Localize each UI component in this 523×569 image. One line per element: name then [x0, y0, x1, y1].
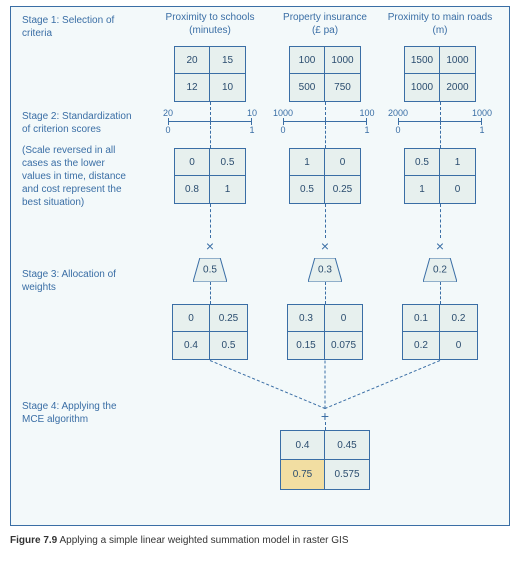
- cell: 0: [325, 305, 362, 332]
- stage1-grid-c2: 1001000500750: [289, 46, 361, 102]
- cell: 0.15: [288, 332, 325, 359]
- cell: 100: [290, 47, 325, 74]
- cell: 0.4: [281, 431, 325, 460]
- cell: 0.4: [173, 332, 210, 359]
- connector: [440, 282, 441, 304]
- connector: [210, 126, 211, 148]
- connector: [210, 204, 211, 238]
- stage2-grid-c2: 100.50.25: [289, 148, 361, 204]
- stage2-note: (Scale reversed in all cases as the lowe…: [22, 144, 132, 209]
- cell: 1500: [405, 47, 440, 74]
- column-header-c2: Property insurance(£ pa): [265, 12, 385, 37]
- figure-caption: Figure 7.9 Applying a simple linear weig…: [10, 535, 510, 546]
- cell: 10: [210, 74, 245, 101]
- cell: 0.45: [325, 431, 369, 460]
- cell: 0.075: [325, 332, 362, 359]
- connector: [325, 282, 326, 304]
- cell: 0.2: [440, 305, 477, 332]
- weight-c2: 0.3: [308, 258, 342, 282]
- cell: 1000: [440, 47, 475, 74]
- connector: [325, 204, 326, 238]
- cell: 0: [440, 176, 475, 203]
- connector: [440, 126, 441, 148]
- cell: 0.5: [405, 149, 440, 176]
- cell: 0: [175, 149, 210, 176]
- figure-caption-text: Applying a simple linear weighted summat…: [59, 535, 348, 546]
- cell: 0.575: [325, 460, 369, 489]
- cell: 500: [290, 74, 325, 101]
- cell: 1000: [325, 47, 360, 74]
- cell: 0.5: [290, 176, 325, 203]
- cell: 1000: [405, 74, 440, 101]
- stage3-label: Stage 3: Allocation of weights: [22, 268, 132, 294]
- plus-icon: +: [321, 409, 329, 423]
- weight-c3: 0.2: [423, 258, 457, 282]
- cell: 1: [405, 176, 440, 203]
- cell: 20: [175, 47, 210, 74]
- stage4-label: Stage 4: Applying the MCE algorithm: [22, 400, 132, 426]
- connector: [210, 282, 211, 304]
- figure-number: Figure 7.9: [10, 535, 57, 546]
- cell: 0.3: [288, 305, 325, 332]
- page: Figure 7.9 Applying a simple linear weig…: [0, 0, 523, 569]
- connector: [325, 361, 326, 409]
- cell: 15: [210, 47, 245, 74]
- cell: 0.5: [210, 332, 247, 359]
- cell: 0.2: [403, 332, 440, 359]
- cell: 1: [440, 149, 475, 176]
- stage2-label: Stage 2: Standardization of criterion sc…: [22, 110, 132, 136]
- stage1-label: Stage 1: Selection of criteria: [22, 14, 132, 40]
- multiply-icon: ×: [321, 239, 329, 253]
- multiply-icon: ×: [436, 239, 444, 253]
- connector: [440, 204, 441, 238]
- cell: 0: [440, 332, 477, 359]
- column-header-c3: Proximity to main roads(m): [380, 12, 500, 37]
- stage2-grid-c3: 0.5110: [404, 148, 476, 204]
- cell: 0.25: [210, 305, 247, 332]
- stage3-grid-c3: 0.10.20.20: [402, 304, 478, 360]
- cell: 0.25: [325, 176, 360, 203]
- stage2-grid-c1: 00.50.81: [174, 148, 246, 204]
- stage1-grid-c3: 1500100010002000: [404, 46, 476, 102]
- column-header-c1: Proximity to schools(minutes): [150, 12, 270, 37]
- cell: 0.5: [210, 149, 245, 176]
- cell: 2000: [440, 74, 475, 101]
- cell: 0.1: [403, 305, 440, 332]
- cell: 0.8: [175, 176, 210, 203]
- stage1-grid-c1: 20151210: [174, 46, 246, 102]
- cell: 0: [325, 149, 360, 176]
- result-grid: 0.40.450.750.575: [280, 430, 370, 490]
- stage3-grid-c2: 0.300.150.075: [287, 304, 363, 360]
- weight-c1: 0.5: [193, 258, 227, 282]
- stage3-grid-c1: 00.250.40.5: [172, 304, 248, 360]
- cell: 1: [210, 176, 245, 203]
- cell: 1: [290, 149, 325, 176]
- cell: 0: [173, 305, 210, 332]
- cell: 12: [175, 74, 210, 101]
- connector: [325, 126, 326, 148]
- multiply-icon: ×: [206, 239, 214, 253]
- cell: 750: [325, 74, 360, 101]
- cell: 0.75: [281, 460, 325, 489]
- connector: [325, 422, 326, 430]
